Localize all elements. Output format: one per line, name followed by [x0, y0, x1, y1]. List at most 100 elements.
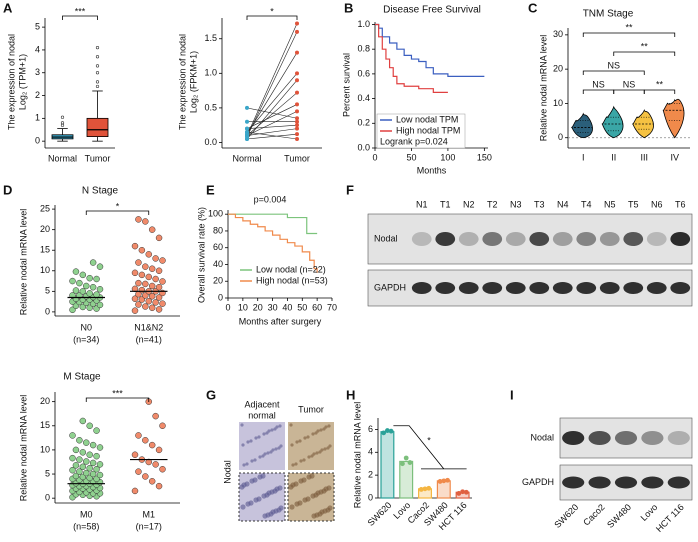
- cell: [270, 428, 274, 432]
- band: [670, 232, 691, 246]
- cell: [270, 509, 276, 515]
- band: [458, 232, 479, 246]
- tumor-point: [295, 50, 299, 55]
- x-tick-label: 70: [327, 302, 337, 312]
- dot: [152, 461, 159, 468]
- dot: [138, 246, 146, 254]
- panel-letter: D: [3, 182, 12, 197]
- lane-label: N6: [651, 199, 663, 209]
- dot: [381, 430, 387, 436]
- legend-label: Low nodal TPM: [396, 114, 458, 124]
- band: [623, 232, 644, 246]
- cell: [294, 462, 298, 466]
- y-axis-label: Percent survival: [341, 53, 351, 117]
- y-tick-label: 1.5: [204, 33, 217, 43]
- pair-line: [246, 131, 298, 140]
- tumor-point: [295, 102, 299, 107]
- normal-point: [245, 105, 249, 110]
- cell: [267, 429, 271, 433]
- dot: [142, 292, 149, 299]
- dot: [388, 428, 394, 434]
- dot: [72, 287, 80, 294]
- dot: [86, 465, 93, 472]
- x-tick-label: Normal: [48, 153, 77, 163]
- x-tick-label: 50: [406, 152, 416, 162]
- dot: [93, 291, 100, 298]
- cell: [324, 425, 328, 429]
- cell: [245, 462, 249, 466]
- tumor-point: [295, 132, 299, 137]
- row-label: GAPDH: [522, 477, 554, 487]
- cell: [279, 444, 283, 448]
- dot: [400, 461, 405, 467]
- y-tick-label: 0.0: [357, 142, 370, 152]
- significance-bracket: [85, 210, 150, 215]
- y-tick-label: 1.0: [357, 19, 370, 29]
- band: [641, 476, 664, 489]
- survival-curve: [375, 23, 448, 94]
- dot: [145, 251, 152, 258]
- dot: [76, 279, 83, 287]
- outlier: [60, 121, 65, 125]
- lane-label: N1: [416, 199, 428, 209]
- cell: [262, 432, 266, 436]
- pair-line: [246, 107, 298, 119]
- dot: [131, 295, 139, 302]
- band: [667, 476, 690, 489]
- y-axis-label: Relative nodal mRNA level: [352, 402, 362, 509]
- band: [458, 282, 479, 294]
- y-tick-label: 4: [368, 447, 373, 457]
- y-tick-label: 100: [208, 209, 223, 219]
- lane-label: Lovo: [639, 502, 660, 523]
- band: [482, 282, 503, 294]
- y-tick-label: 10: [40, 265, 50, 275]
- survival-curve: [228, 213, 318, 273]
- lane-label: HCT 116: [654, 502, 686, 534]
- cell: [241, 443, 245, 447]
- annotation: p=0.004: [254, 194, 287, 204]
- cell: [294, 501, 300, 507]
- dot: [86, 290, 93, 297]
- cell: [312, 452, 316, 456]
- dot: [93, 275, 100, 283]
- dot: [72, 446, 80, 454]
- cell: [257, 435, 261, 439]
- x-axis-label: Months after surgery: [239, 316, 322, 326]
- significance-label: ***: [75, 6, 86, 16]
- dot: [152, 255, 159, 262]
- survival-curve: [228, 213, 318, 235]
- legend-label: High nodal TPM: [396, 125, 460, 135]
- outlier: [95, 84, 100, 89]
- y-tick-label: 2: [368, 470, 373, 480]
- dot: [93, 452, 100, 460]
- cell: [323, 486, 329, 492]
- pair-line: [246, 133, 298, 140]
- lane-label: Caco2: [581, 502, 606, 527]
- dot: [159, 278, 166, 285]
- cell: [319, 509, 325, 515]
- normal-point: [245, 119, 249, 124]
- dot: [148, 226, 156, 233]
- dot: [155, 446, 163, 454]
- cell: [326, 446, 330, 450]
- cell: [253, 497, 259, 503]
- comparison-label: **: [641, 41, 649, 51]
- dot: [155, 294, 163, 301]
- y-tick-label: 0: [45, 493, 50, 503]
- y-axis-label: The expression of nodal: [177, 34, 187, 130]
- significance-bracket: [246, 15, 298, 20]
- cell: [249, 439, 253, 443]
- chart-title: M Stage: [63, 372, 101, 383]
- cell: [258, 455, 262, 459]
- legend-label: High nodal (n=53): [256, 275, 328, 285]
- cell: [263, 452, 267, 456]
- pair-line: [246, 124, 298, 129]
- x-tick-label: N1&N2: [134, 322, 163, 332]
- dot: [142, 218, 149, 225]
- y-tick-label: 0: [368, 492, 373, 502]
- dot: [89, 259, 97, 266]
- x-tick-sublabel: (n=34): [73, 334, 99, 344]
- legend-label: Low nodal (n=22): [256, 264, 326, 274]
- y-tick-label: 5: [35, 21, 40, 31]
- dot: [148, 478, 156, 485]
